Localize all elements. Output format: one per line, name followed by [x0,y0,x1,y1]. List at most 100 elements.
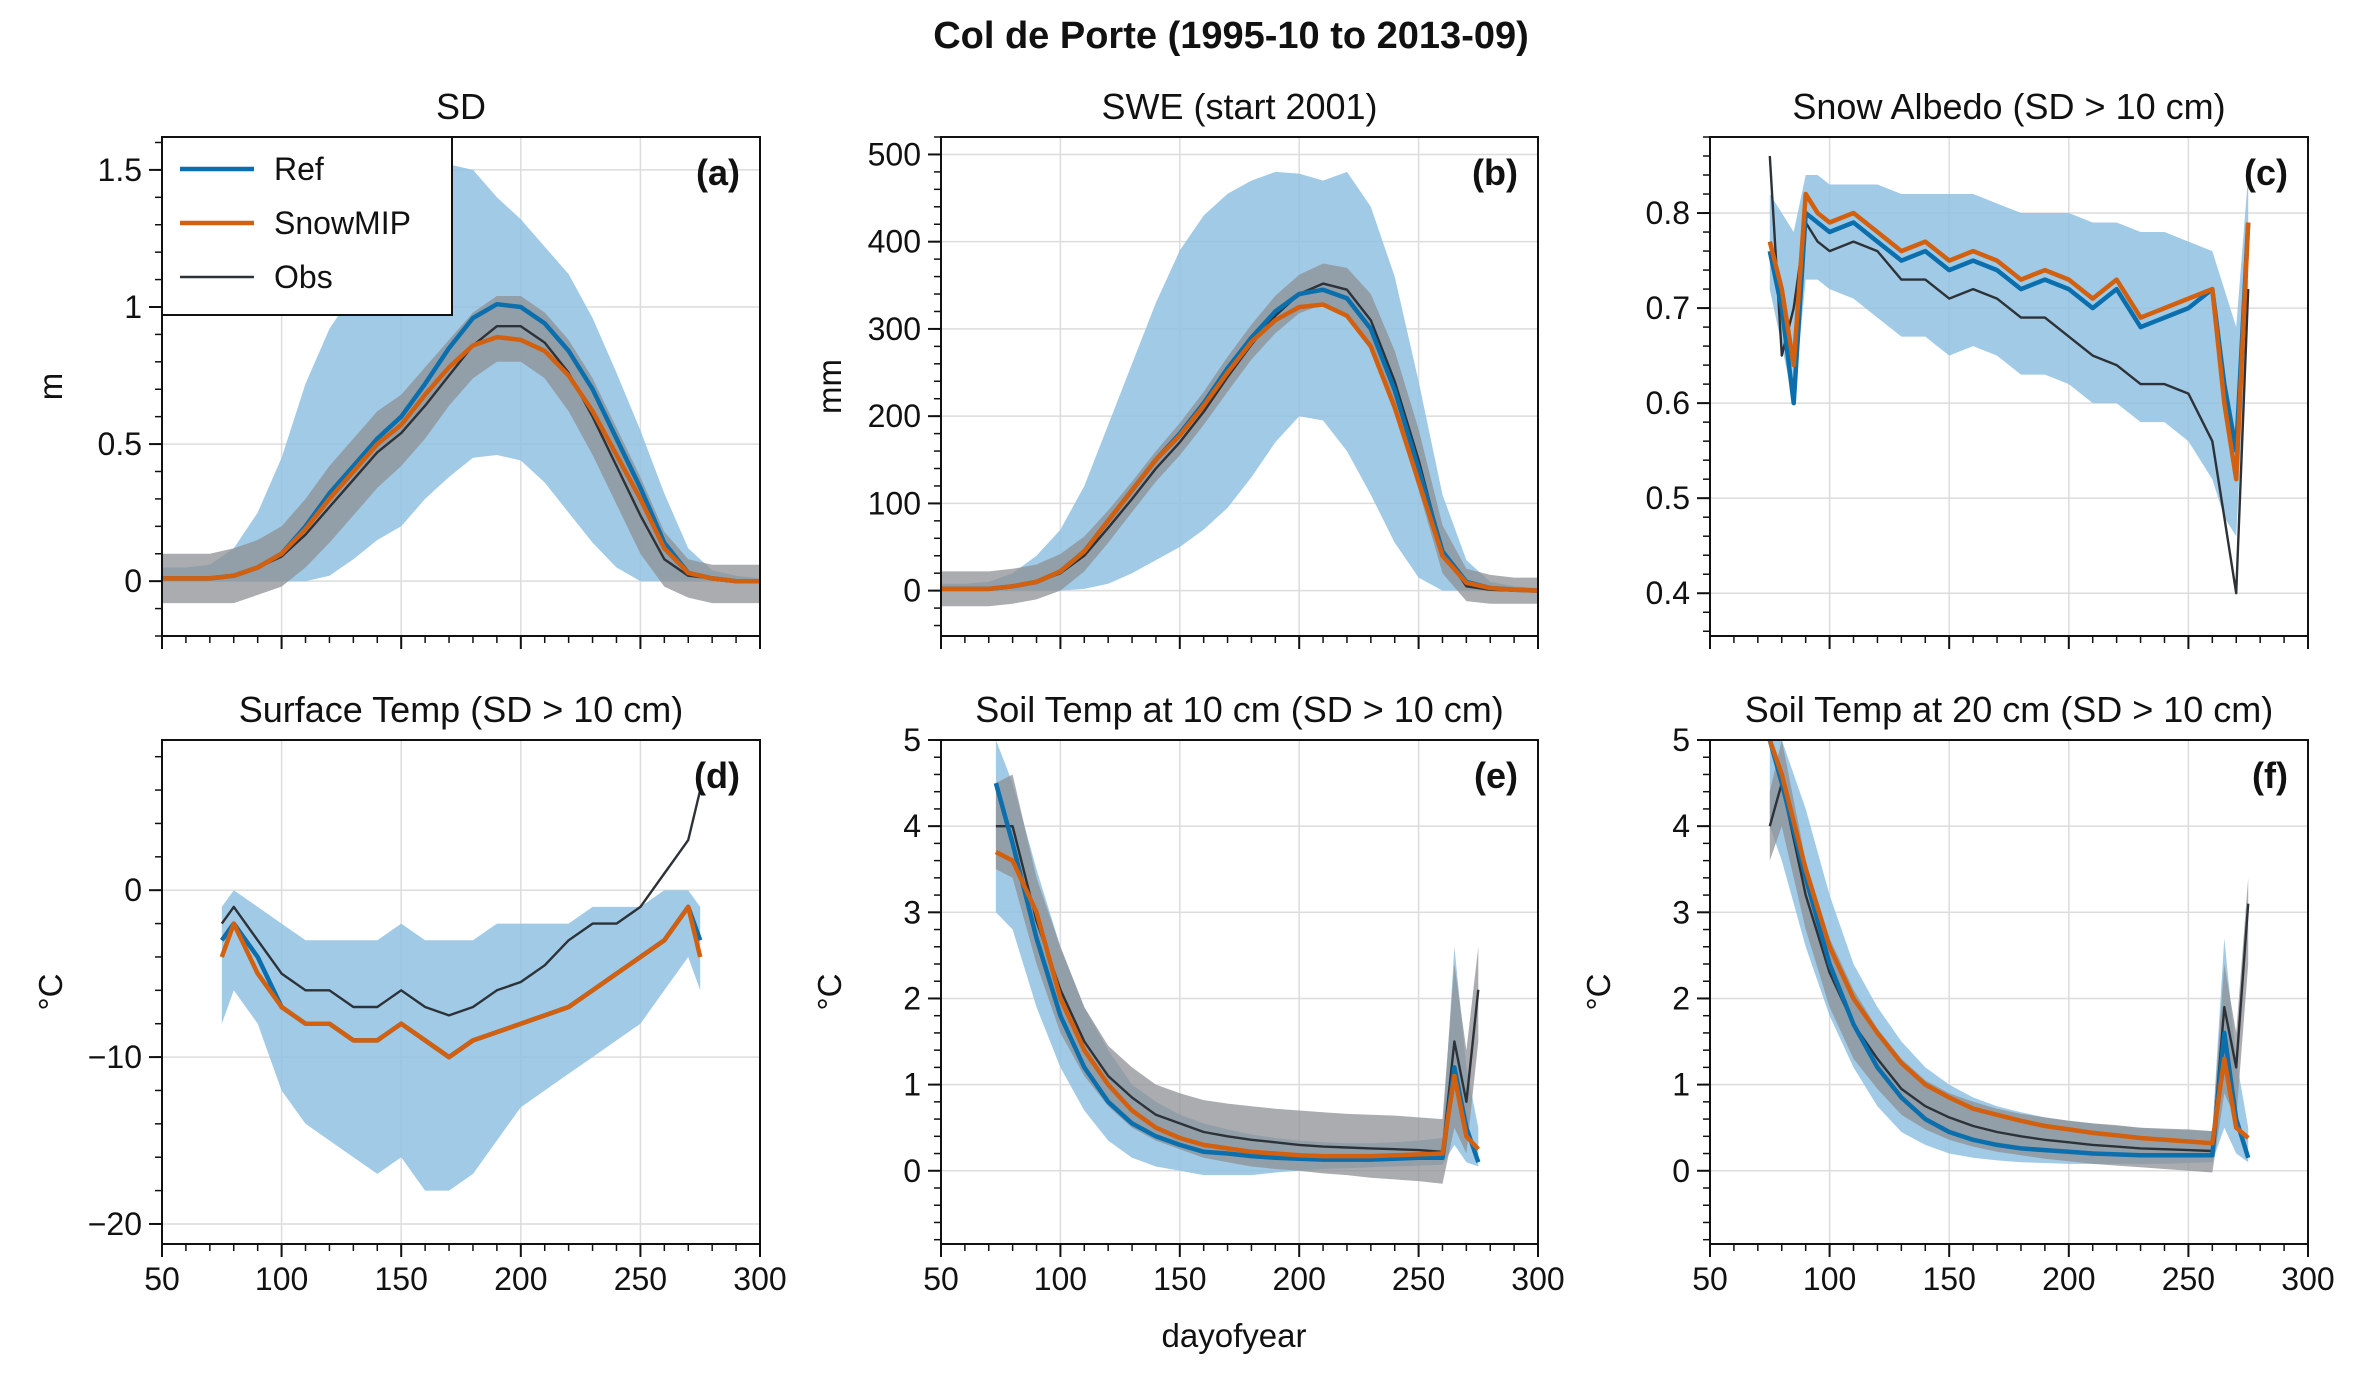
y-axis-label: °C [811,973,848,1010]
y-tick-label: 2 [903,980,921,1016]
plot-area [162,164,760,604]
y-tick-label: 0 [124,563,142,599]
y-axis-label: mm [811,359,848,414]
x-tick-label: 150 [1923,1261,1976,1297]
panel-title: Snow Albedo (SD > 10 cm) [1792,86,2225,127]
plot-area [1767,155,2251,595]
axes-frame [940,136,1539,637]
y-axis-label: m [32,373,69,401]
series-line-snowmip [162,334,760,584]
y-tick-label: 1 [124,289,142,325]
series-line-snowmip [941,302,1538,593]
y-tick-label: 5 [1672,722,1690,758]
panel-letter: (e) [1474,755,1518,796]
series-line-ref [1767,210,2251,453]
panel-f: 50 100 150 200 250 300 0 1 2 3 4 5 °C Soil Temp at 20… [1580,689,2335,1297]
x-tick-label: 50 [923,1261,959,1297]
y-tick-label: 0 [124,872,142,908]
legend-label-obs: Obs [274,259,333,295]
y-tick-label: 4 [903,808,921,844]
series-line-snowmip [994,849,1480,1159]
x-tick-label: 200 [494,1261,547,1297]
panel-c: 0.4 0.5 0.6 0.7 0.8 Snow Albedo (SD > 10 cm) (… [1646,86,2309,649]
panel-e: 50 100 150 200 250 300 0 1 2 3 4 5 °C Soil Temp at 10… [811,689,1565,1297]
y-tick-label: 0.4 [1646,575,1690,611]
y-tick-label: −20 [88,1206,142,1242]
y-tick-label: 3 [1672,894,1690,930]
plot-area [993,740,1481,1184]
model-spread-band [221,890,701,1191]
series-line-snowmip [1767,191,2251,482]
axes-frame [940,739,1539,1245]
panel-b: 0 100 200 300 400 500 mm SWE (start 2001) (b) [811,86,1539,649]
panel-letter: (f) [2252,755,2288,796]
y-tick-label: 300 [868,311,921,347]
x-tick-label: 100 [1034,1261,1087,1297]
y-axis-label: °C [1580,973,1617,1010]
y-tick-label: 0.5 [98,426,142,462]
x-tick-label: 300 [1511,1261,1564,1297]
series-line-obs [1768,155,2250,595]
figure-title: Col de Porte (1995-10 to 2013-09) [933,15,1529,57]
y-tick-label: 4 [1672,808,1690,844]
x-tick-label: 250 [614,1261,667,1297]
y-tick-label: −10 [88,1039,142,1075]
series-line-ref [993,782,1481,1163]
axes-frame [1709,136,2309,637]
x-tick-label: 150 [375,1261,428,1297]
legend-box [161,136,453,316]
y-axis-label: °C [32,973,69,1010]
obs-spread-band [1769,740,2249,1173]
x-tick-label: 50 [144,1261,180,1297]
series-line-ref [1767,740,2251,1159]
plot-area [941,171,1538,607]
y-tick-label: 0 [1672,1153,1690,1189]
panel-title: SWE (start 2001) [1101,86,1377,127]
axes-frame [161,739,761,1245]
y-tick-label: 400 [868,224,921,260]
y-tick-label: 2 [1672,980,1690,1016]
x-tick-label: 150 [1153,1261,1206,1297]
panel-title: SD [436,86,486,127]
obs-spread-band [941,263,1538,607]
x-tick-label: 300 [733,1261,786,1297]
series-line-obs [995,825,1480,1154]
plot-area [1767,740,2251,1173]
y-tick-label: 0.8 [1646,195,1690,231]
y-tick-label: 500 [868,136,921,172]
y-tick-label: 0 [903,1153,921,1189]
y-tick-label: 3 [903,894,921,930]
panel-letter: (c) [2244,152,2288,193]
y-tick-label: 0.5 [1646,480,1690,516]
x-tick-label: 200 [2042,1261,2095,1297]
y-tick-label: 0 [903,573,921,609]
x-tick-label: 100 [1803,1261,1856,1297]
panel-letter: (a) [696,152,740,193]
x-tick-label: 100 [255,1261,308,1297]
y-tick-label: 1 [903,1067,921,1103]
model-spread-band [941,171,1538,591]
legend-label-ref: Ref [274,151,324,187]
x-tick-label: 250 [1392,1261,1445,1297]
obs-spread-band [995,774,1479,1184]
y-tick-label: 1 [1672,1067,1690,1103]
series-line-snowmip [219,904,703,1060]
panel-letter: (b) [1472,152,1518,193]
legend-label-snowmip: SnowMIP [274,205,411,241]
x-axis-label: dayofyear [1162,1317,1307,1354]
x-tick-label: 50 [1692,1261,1728,1297]
y-tick-label: 0.7 [1646,290,1690,326]
y-tick-label: 1.5 [98,152,142,188]
x-tick-label: 300 [2281,1261,2334,1297]
axes-frame [161,136,761,637]
panel-title: Soil Temp at 10 cm (SD > 10 cm) [975,689,1504,730]
y-tick-label: 0.6 [1646,385,1690,421]
x-tick-label: 250 [2162,1261,2215,1297]
panel-letter: (d) [694,755,740,796]
y-tick-label: 100 [868,485,921,521]
panel-title: Surface Temp (SD > 10 cm) [239,689,684,730]
x-tick-label: 200 [1273,1261,1326,1297]
plot-area [219,789,703,1191]
series-line-snowmip [1767,740,2250,1146]
